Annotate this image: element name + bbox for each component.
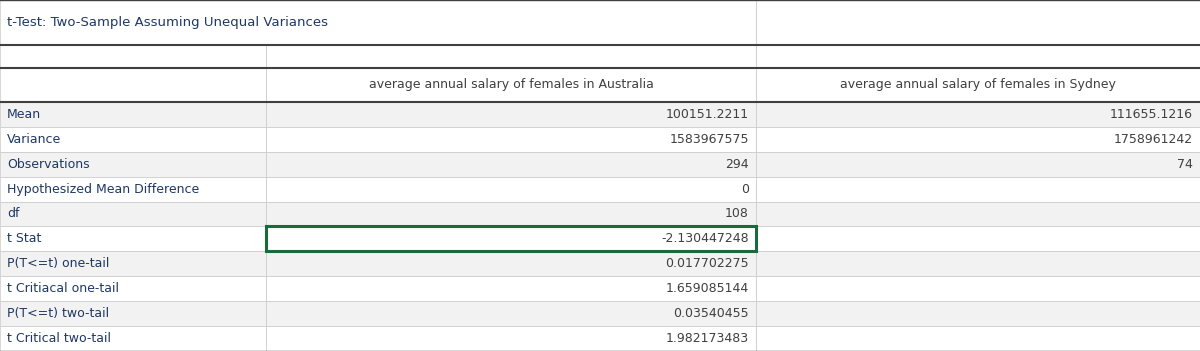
Text: 1.982173483: 1.982173483: [666, 332, 749, 345]
Text: 108: 108: [725, 207, 749, 220]
Bar: [266, 127, 756, 152]
Text: 0.03540455: 0.03540455: [673, 307, 749, 320]
Bar: [0, 301, 266, 326]
Bar: [0, 45, 266, 68]
Text: P(T<=t) one-tail: P(T<=t) one-tail: [7, 257, 109, 270]
Text: Mean: Mean: [7, 108, 41, 121]
Text: df: df: [7, 207, 19, 220]
Text: -2.130447248: -2.130447248: [661, 232, 749, 245]
Bar: [0, 326, 266, 351]
Bar: [266, 301, 756, 326]
Bar: [756, 301, 1200, 326]
Text: t Critical two-tail: t Critical two-tail: [7, 332, 112, 345]
Bar: [756, 127, 1200, 152]
Bar: [0, 177, 266, 201]
Text: 100151.2211: 100151.2211: [666, 108, 749, 121]
Text: t Stat: t Stat: [7, 232, 42, 245]
Bar: [0, 152, 266, 177]
Text: 0: 0: [740, 183, 749, 196]
Bar: [756, 201, 1200, 226]
Text: 0.017702275: 0.017702275: [665, 257, 749, 270]
Bar: [756, 276, 1200, 301]
Bar: [756, 152, 1200, 177]
Text: 111655.1216: 111655.1216: [1110, 108, 1193, 121]
Text: 1.659085144: 1.659085144: [666, 282, 749, 295]
Bar: [266, 152, 756, 177]
Text: Observations: Observations: [7, 158, 90, 171]
Text: 294: 294: [725, 158, 749, 171]
Bar: [0, 127, 266, 152]
Bar: [266, 326, 756, 351]
Bar: [756, 251, 1200, 276]
Bar: [266, 68, 756, 102]
Bar: [0, 251, 266, 276]
Text: Hypothesized Mean Difference: Hypothesized Mean Difference: [7, 183, 199, 196]
Bar: [266, 276, 756, 301]
Bar: [266, 201, 756, 226]
Bar: [756, 0, 1200, 45]
Bar: [0, 226, 266, 251]
Bar: [756, 45, 1200, 68]
Bar: [266, 177, 756, 201]
Text: P(T<=t) two-tail: P(T<=t) two-tail: [7, 307, 109, 320]
Text: average annual salary of females in Sydney: average annual salary of females in Sydn…: [840, 78, 1116, 91]
Bar: [266, 45, 756, 68]
Text: 1758961242: 1758961242: [1114, 133, 1193, 146]
Bar: [266, 251, 756, 276]
Bar: [0, 102, 266, 127]
Text: 1583967575: 1583967575: [670, 133, 749, 146]
Bar: [756, 177, 1200, 201]
Bar: [756, 102, 1200, 127]
Text: 74: 74: [1177, 158, 1193, 171]
Bar: [266, 226, 756, 251]
Bar: [0, 68, 266, 102]
Bar: [0, 0, 756, 45]
Bar: [756, 226, 1200, 251]
Bar: [266, 226, 756, 251]
Text: average annual salary of females in Australia: average annual salary of females in Aust…: [368, 78, 654, 91]
Text: Variance: Variance: [7, 133, 61, 146]
Bar: [756, 68, 1200, 102]
Text: t-Test: Two-Sample Assuming Unequal Variances: t-Test: Two-Sample Assuming Unequal Vari…: [7, 16, 329, 29]
Bar: [266, 102, 756, 127]
Text: t Critiacal one-tail: t Critiacal one-tail: [7, 282, 119, 295]
Bar: [0, 276, 266, 301]
Bar: [756, 326, 1200, 351]
Bar: [0, 201, 266, 226]
